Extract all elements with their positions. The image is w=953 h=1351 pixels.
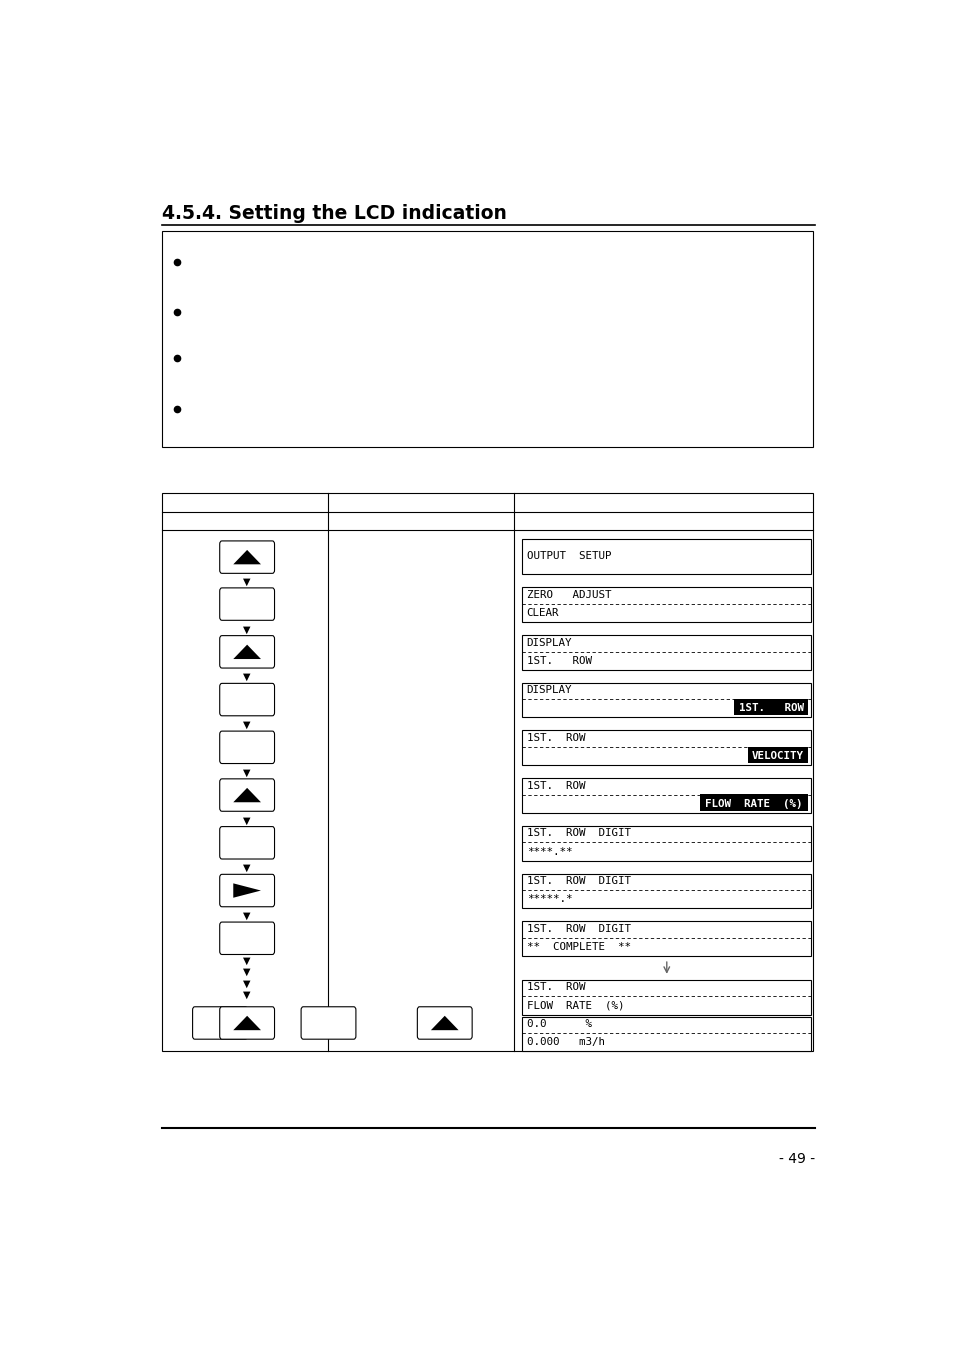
Text: ▼: ▼: [243, 816, 251, 825]
Text: ▼: ▼: [243, 767, 251, 778]
Bar: [521, 682, 810, 717]
Text: 1ST.  ROW  DIGIT: 1ST. ROW DIGIT: [526, 877, 630, 886]
Text: 1ST.  ROW: 1ST. ROW: [526, 982, 584, 993]
Text: 1ST.  ROW: 1ST. ROW: [526, 781, 584, 790]
Text: ▼: ▼: [243, 990, 251, 1000]
Bar: [162, 493, 812, 1051]
Bar: [521, 979, 810, 1015]
Text: OUTPUT  SETUP: OUTPUT SETUP: [526, 551, 611, 561]
Text: ****.**: ****.**: [526, 847, 572, 857]
Text: 1ST.  ROW: 1ST. ROW: [526, 734, 584, 743]
Text: **  COMPLETE  **: ** COMPLETE **: [526, 942, 630, 952]
FancyBboxPatch shape: [193, 1006, 247, 1039]
Text: 1ST.  ROW  DIGIT: 1ST. ROW DIGIT: [526, 924, 630, 934]
Bar: [700, 794, 807, 811]
Bar: [521, 731, 810, 765]
Text: CLEAR: CLEAR: [526, 608, 558, 617]
Bar: [734, 698, 807, 715]
Bar: [162, 231, 812, 447]
Polygon shape: [233, 550, 261, 565]
Text: ▼: ▼: [243, 978, 251, 989]
Text: 1ST.   ROW: 1ST. ROW: [738, 704, 803, 713]
FancyBboxPatch shape: [219, 778, 274, 811]
FancyBboxPatch shape: [219, 731, 274, 763]
FancyBboxPatch shape: [219, 874, 274, 907]
Text: DISPLAY: DISPLAY: [526, 685, 572, 696]
Text: ▼: ▼: [243, 863, 251, 873]
Polygon shape: [233, 644, 261, 659]
Text: ZERO   ADJUST: ZERO ADJUST: [526, 590, 611, 600]
Text: ▼: ▼: [243, 673, 251, 682]
Text: 0.000   m3/h: 0.000 m3/h: [526, 1038, 604, 1047]
Text: ▼: ▼: [243, 624, 251, 635]
Bar: [521, 635, 810, 670]
Bar: [747, 747, 807, 763]
Bar: [521, 825, 810, 861]
FancyBboxPatch shape: [219, 827, 274, 859]
Text: 0.0      %: 0.0 %: [526, 1020, 591, 1029]
Text: ▼: ▼: [243, 967, 251, 977]
FancyBboxPatch shape: [219, 1006, 274, 1039]
Text: 1ST.   ROW: 1ST. ROW: [526, 655, 591, 666]
Text: ▼: ▼: [243, 577, 251, 586]
Text: FLOW  RATE  (%): FLOW RATE (%): [526, 1001, 623, 1011]
Text: FLOW  RATE  (%): FLOW RATE (%): [704, 798, 802, 809]
Bar: [521, 539, 810, 574]
FancyBboxPatch shape: [219, 540, 274, 573]
FancyBboxPatch shape: [219, 684, 274, 716]
Bar: [521, 921, 810, 957]
Text: *****.*: *****.*: [526, 894, 572, 904]
Bar: [521, 588, 810, 621]
Polygon shape: [233, 1016, 261, 1031]
Polygon shape: [431, 1016, 458, 1031]
Polygon shape: [233, 788, 261, 802]
Text: ▼: ▼: [243, 955, 251, 966]
Text: VELOCITY: VELOCITY: [751, 751, 803, 761]
Bar: [521, 778, 810, 813]
Text: DISPLAY: DISPLAY: [526, 638, 572, 647]
Bar: [521, 874, 810, 908]
Bar: [521, 1017, 810, 1051]
FancyBboxPatch shape: [219, 635, 274, 667]
FancyBboxPatch shape: [416, 1006, 472, 1039]
Text: 1ST.  ROW  DIGIT: 1ST. ROW DIGIT: [526, 828, 630, 839]
Text: ▼: ▼: [243, 720, 251, 730]
FancyBboxPatch shape: [301, 1006, 355, 1039]
FancyBboxPatch shape: [219, 588, 274, 620]
FancyBboxPatch shape: [219, 923, 274, 955]
Text: ▼: ▼: [243, 911, 251, 921]
Text: 4.5.4. Setting the LCD indication: 4.5.4. Setting the LCD indication: [162, 204, 506, 223]
Text: - 49 -: - 49 -: [779, 1152, 815, 1166]
Polygon shape: [233, 884, 261, 898]
